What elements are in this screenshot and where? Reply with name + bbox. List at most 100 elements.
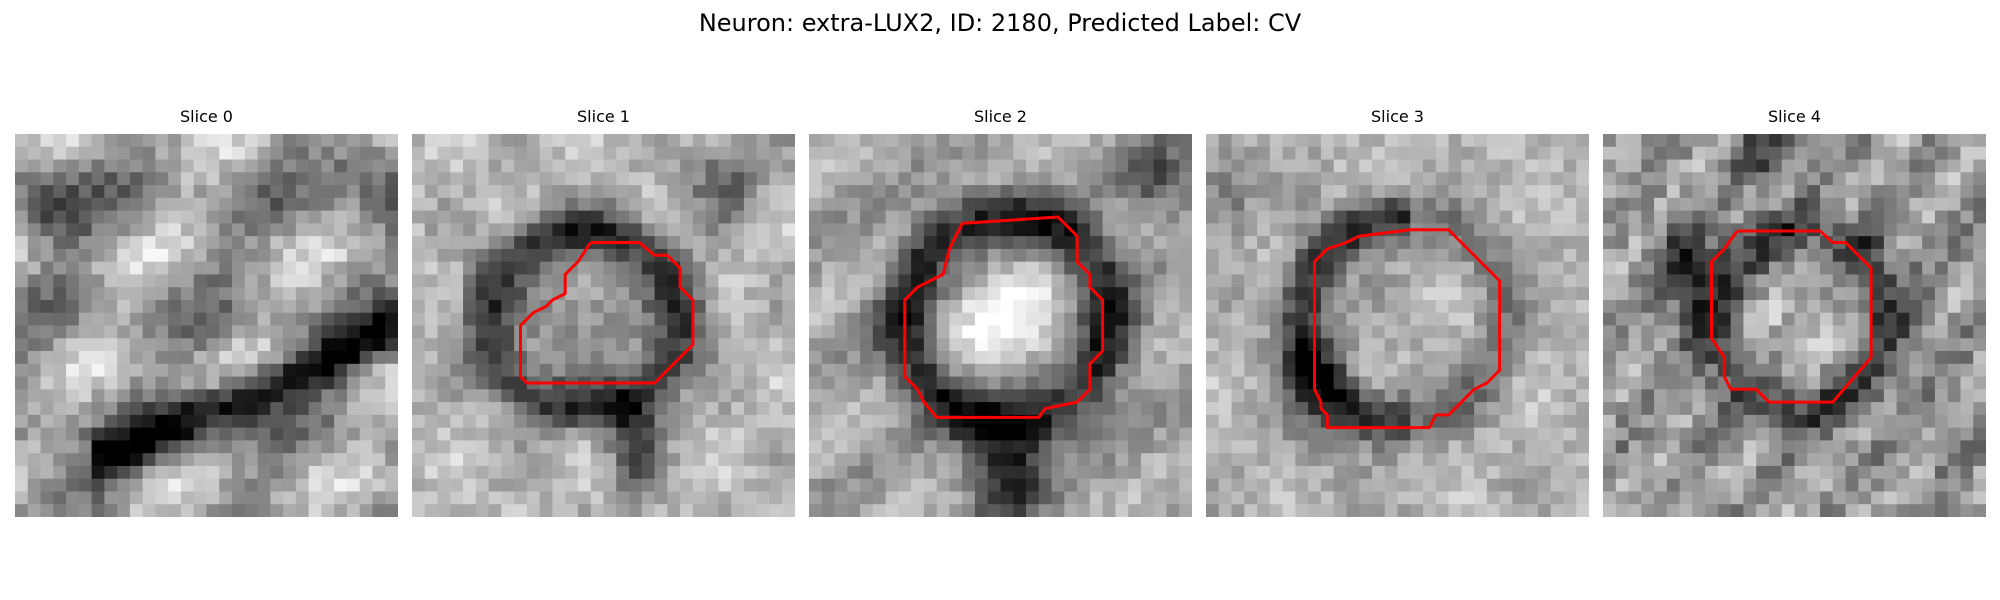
pixel — [180, 248, 195, 263]
pixel — [385, 287, 398, 301]
pixel — [603, 440, 617, 454]
pixel — [718, 134, 732, 148]
pixel — [1346, 312, 1360, 327]
pixel — [1359, 491, 1373, 505]
pixel — [1486, 159, 1501, 173]
pixel — [117, 134, 131, 148]
pixel — [1641, 325, 1655, 339]
pixel — [334, 376, 348, 390]
pixel — [1832, 185, 1847, 199]
pixel — [40, 261, 54, 276]
pixel — [1461, 376, 1475, 390]
pixel — [1166, 134, 1180, 148]
pixel — [1435, 389, 1450, 403]
pixel — [1820, 363, 1834, 378]
pixel — [898, 504, 912, 517]
pixel — [1064, 414, 1078, 429]
pixel — [270, 351, 284, 365]
pixel — [1909, 299, 1923, 314]
pixel — [962, 146, 976, 161]
pixel — [1563, 363, 1577, 378]
pixel — [270, 376, 284, 390]
pixel — [1730, 287, 1745, 301]
pixel — [385, 210, 398, 224]
pixel — [565, 312, 579, 327]
pixel — [1883, 287, 1898, 301]
pixel — [1960, 402, 1974, 416]
pixel — [705, 172, 719, 186]
pixel — [1000, 351, 1014, 365]
pixel — [1692, 312, 1706, 327]
pixel — [756, 351, 771, 365]
pixel — [680, 172, 694, 186]
pixel — [949, 159, 963, 173]
pixel — [1013, 504, 1027, 517]
pixel — [1525, 134, 1539, 148]
pixel — [1896, 299, 1910, 314]
pixel — [514, 389, 528, 403]
pixel — [590, 248, 605, 263]
pixel — [40, 146, 54, 161]
pixel — [1064, 465, 1078, 480]
pixel — [1603, 491, 1617, 505]
pixel — [1102, 325, 1116, 339]
pixel — [885, 185, 899, 199]
pixel — [1717, 287, 1732, 301]
pixel — [321, 312, 335, 327]
pixel — [257, 491, 271, 505]
pixel — [53, 427, 67, 441]
pixel — [219, 478, 233, 493]
pixel — [809, 453, 823, 467]
pixel — [1934, 236, 1949, 250]
pixel — [1397, 185, 1411, 199]
pixel — [219, 248, 233, 263]
pixel — [1384, 248, 1399, 263]
pixel — [1257, 261, 1271, 276]
pixel — [1102, 312, 1116, 327]
pixel — [809, 210, 823, 224]
pixel — [450, 402, 464, 416]
pixel — [1679, 351, 1693, 365]
pixel — [359, 414, 374, 429]
pixel — [1512, 351, 1526, 365]
pixel — [1858, 402, 1872, 416]
pixel — [923, 453, 938, 467]
pixel — [91, 197, 105, 212]
pixel — [769, 134, 783, 148]
pixel — [1537, 351, 1552, 365]
pixel — [1308, 210, 1322, 224]
pixel — [501, 453, 515, 467]
pixel — [769, 197, 783, 212]
pixel — [283, 274, 297, 288]
pixel — [206, 376, 220, 390]
pixel — [1257, 185, 1271, 199]
pixel — [501, 465, 515, 480]
pixel — [1781, 236, 1796, 250]
pixel — [180, 338, 195, 352]
pixel — [142, 414, 157, 429]
pixel — [1654, 465, 1668, 480]
pixel — [91, 312, 105, 327]
pixel — [1435, 351, 1450, 365]
pixel — [603, 465, 617, 480]
pixel — [1832, 414, 1847, 429]
pixel — [27, 389, 42, 403]
pixel — [129, 389, 144, 403]
pixel — [53, 223, 67, 237]
pixel — [1512, 414, 1526, 429]
pixel — [629, 338, 643, 352]
pixel — [641, 172, 656, 186]
pixel — [782, 351, 795, 365]
pixel — [412, 223, 426, 237]
pixel — [1140, 427, 1155, 441]
pixel — [1269, 223, 1284, 237]
pixel — [809, 389, 823, 403]
pixel — [654, 491, 668, 505]
pixel — [168, 376, 182, 390]
pixel — [809, 236, 823, 250]
pixel — [577, 363, 592, 378]
pixel — [718, 248, 732, 263]
pixel — [334, 261, 348, 276]
pixel — [232, 427, 246, 441]
pixel — [270, 287, 284, 301]
